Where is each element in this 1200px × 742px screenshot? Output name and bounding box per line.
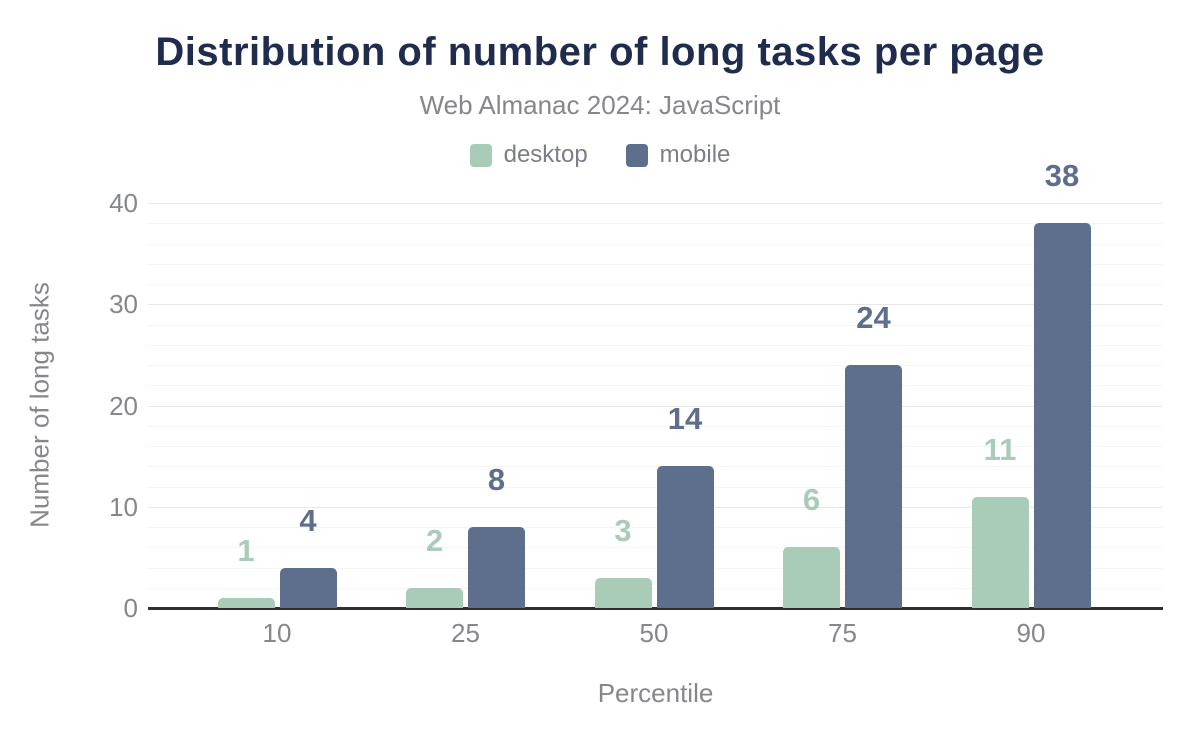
value-label-mobile: 4 [299,502,317,538]
minor-gridline [148,263,1163,265]
x-tick-label: 50 [639,618,669,648]
bar-mobile [845,365,902,608]
x-tick-label: 25 [451,618,480,648]
legend-label-mobile: mobile [659,141,731,168]
legend-item-mobile[interactable]: mobile [625,141,731,169]
minor-gridline [148,486,1163,488]
x-tick-label: 10 [262,618,292,648]
minor-gridline [148,527,1163,528]
minor-gridline [148,587,1163,589]
minor-gridline [148,425,1163,427]
value-label-desktop: 11 [983,431,1017,467]
x-axis-line [148,607,1163,610]
bar-mobile [468,527,525,608]
value-label-desktop: 2 [425,522,444,558]
y-tick-label: 0 [123,593,138,623]
y-axis-title: Number of long tasks [24,282,55,528]
minor-gridline [148,466,1163,468]
major-gridline [148,405,1163,407]
minor-gridline [148,567,1163,569]
major-gridline [148,506,1163,508]
minor-gridline [148,284,1163,285]
bar-desktop [971,496,1029,608]
minor-gridline [148,446,1163,447]
minor-gridline [148,324,1163,326]
bar-mobile [279,567,337,608]
y-tick-label: 10 [109,491,138,522]
y-tick-label: 30 [109,289,138,320]
x-tick-label: 90 [1016,618,1046,648]
legend-swatch-desktop-icon [469,143,492,167]
value-label-mobile: 24 [856,300,891,335]
bar-desktop [217,597,275,608]
y-tick-label: 40 [109,188,138,218]
minor-gridline [148,344,1163,346]
bar-mobile [656,466,714,608]
chart-subtitle: Web Almanac 2024: JavaScript [419,90,781,120]
minor-gridline [148,243,1163,245]
major-gridline [148,304,1163,306]
value-label-desktop: 6 [802,482,821,518]
minor-gridline [148,547,1163,549]
value-label-desktop: 1 [237,532,255,568]
x-tick-label: 75 [828,618,857,648]
bar-mobile [1033,223,1091,608]
legend-swatch-mobile-icon [625,143,648,167]
major-gridline [148,203,1163,204]
value-label-mobile: 38 [1044,158,1080,194]
y-tick-label: 20 [109,390,138,421]
bar-desktop [594,577,652,608]
legend-item-desktop[interactable]: desktop [469,141,588,169]
legend: desktop mobile [0,141,1200,169]
legend-label-desktop: desktop [503,141,588,168]
bar-desktop [783,547,840,608]
value-label-mobile: 8 [487,462,506,497]
bar-desktop [406,587,463,608]
minor-gridline [148,365,1163,366]
minor-gridline [148,385,1163,387]
value-label-desktop: 3 [614,512,632,548]
value-label-mobile: 14 [667,401,703,437]
chart-title: Distribution of number of long tasks per… [155,30,1045,74]
x-axis-title: Percentile [597,678,714,708]
minor-gridline [148,223,1163,225]
